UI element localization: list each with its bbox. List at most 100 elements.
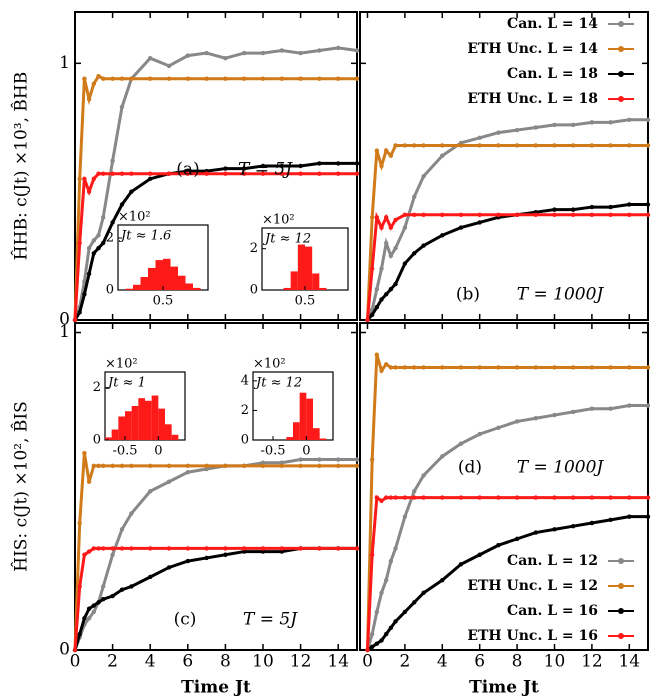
data-point	[393, 365, 398, 370]
data-point	[279, 549, 284, 554]
plot-frame	[359, 322, 649, 651]
series-line	[73, 546, 357, 651]
data-point	[627, 202, 632, 207]
data-point	[412, 251, 417, 256]
data-point	[458, 365, 464, 370]
histogram-bar	[312, 273, 320, 290]
data-point	[96, 73, 101, 79]
x-tick-label: 2	[107, 652, 118, 672]
data-point	[148, 463, 153, 469]
data-point	[77, 240, 82, 246]
data-point	[242, 50, 247, 56]
histogram-bar	[305, 246, 313, 290]
data-point	[533, 416, 538, 421]
data-point	[627, 143, 632, 148]
data-point	[589, 212, 595, 217]
data-point	[458, 212, 464, 217]
data-point	[129, 171, 134, 176]
data-point	[533, 495, 538, 500]
data-point	[421, 212, 426, 217]
data-point	[354, 463, 360, 469]
data-point	[421, 590, 426, 596]
data-point	[96, 600, 101, 605]
panel-label: (b)	[456, 285, 480, 305]
data-point	[298, 463, 303, 469]
data-point	[185, 558, 190, 564]
histogram-bar	[111, 429, 119, 440]
data-point	[148, 546, 153, 551]
data-point	[570, 143, 576, 148]
data-point	[379, 297, 384, 302]
panel-annotation: T = 1000J	[517, 458, 605, 478]
data-point	[279, 76, 284, 81]
data-point	[477, 495, 482, 500]
data-point	[608, 143, 613, 148]
data-point	[570, 207, 576, 212]
data-point	[336, 45, 341, 51]
legend-marker	[618, 46, 624, 52]
histogram-bar	[148, 267, 156, 290]
data-point	[101, 463, 106, 469]
series-line	[73, 546, 357, 651]
y-axis-label: ĤIS: c(Jt) ×10², B̂IS	[11, 401, 32, 572]
data-point	[645, 495, 651, 500]
x-tick-label: 6	[474, 652, 485, 672]
data-point	[129, 511, 134, 516]
data-point	[148, 76, 153, 81]
data-point	[369, 631, 375, 637]
inset-y-tick-label: 0	[250, 283, 258, 298]
series-line	[366, 203, 648, 322]
data-point	[86, 606, 92, 611]
x-tick-label: 8	[220, 652, 231, 672]
data-point	[374, 304, 380, 310]
histogram-bar	[133, 284, 141, 290]
data-point	[91, 463, 97, 469]
panel-label: (d)	[458, 458, 482, 478]
data-point	[336, 463, 341, 469]
data-point	[379, 163, 384, 169]
data-point	[374, 148, 380, 153]
inset-x-tick-label: -0.5	[112, 444, 137, 459]
data-point	[570, 122, 576, 128]
histogram-bar	[170, 266, 178, 290]
histogram-bar	[193, 287, 201, 290]
data-point	[204, 171, 209, 176]
data-point	[204, 463, 209, 469]
legend-label: ETH Unc. L = 14	[467, 41, 598, 57]
data-point	[148, 171, 153, 176]
data-point	[365, 317, 370, 323]
data-point	[383, 495, 389, 500]
data-point	[393, 546, 398, 551]
data-point	[129, 463, 134, 469]
data-point	[242, 171, 247, 176]
data-point	[91, 176, 97, 182]
panel-label: (c)	[174, 610, 197, 630]
legend-marker	[618, 71, 624, 77]
histogram-bar	[286, 437, 293, 440]
data-point	[514, 419, 520, 424]
data-point	[101, 584, 106, 589]
data-point	[354, 161, 360, 166]
data-point	[570, 495, 576, 500]
series-line	[73, 452, 357, 651]
series-line	[366, 404, 648, 651]
data-point	[336, 161, 341, 166]
data-point	[204, 76, 209, 81]
data-point	[166, 76, 172, 81]
data-point	[374, 287, 380, 292]
histogram-bar	[158, 408, 165, 440]
data-point	[101, 240, 106, 246]
x-tick-label: 0	[70, 652, 81, 672]
panel-label: (a)	[176, 160, 199, 180]
data-point	[496, 495, 501, 500]
data-point	[185, 463, 190, 469]
data-point	[110, 593, 115, 599]
legend-label: Can. L = 14	[507, 16, 598, 32]
data-point	[204, 555, 209, 561]
data-point	[627, 212, 632, 217]
data-point	[608, 406, 613, 411]
data-point	[91, 81, 97, 87]
data-point	[82, 616, 87, 621]
data-point	[119, 171, 125, 176]
data-point	[552, 212, 557, 217]
